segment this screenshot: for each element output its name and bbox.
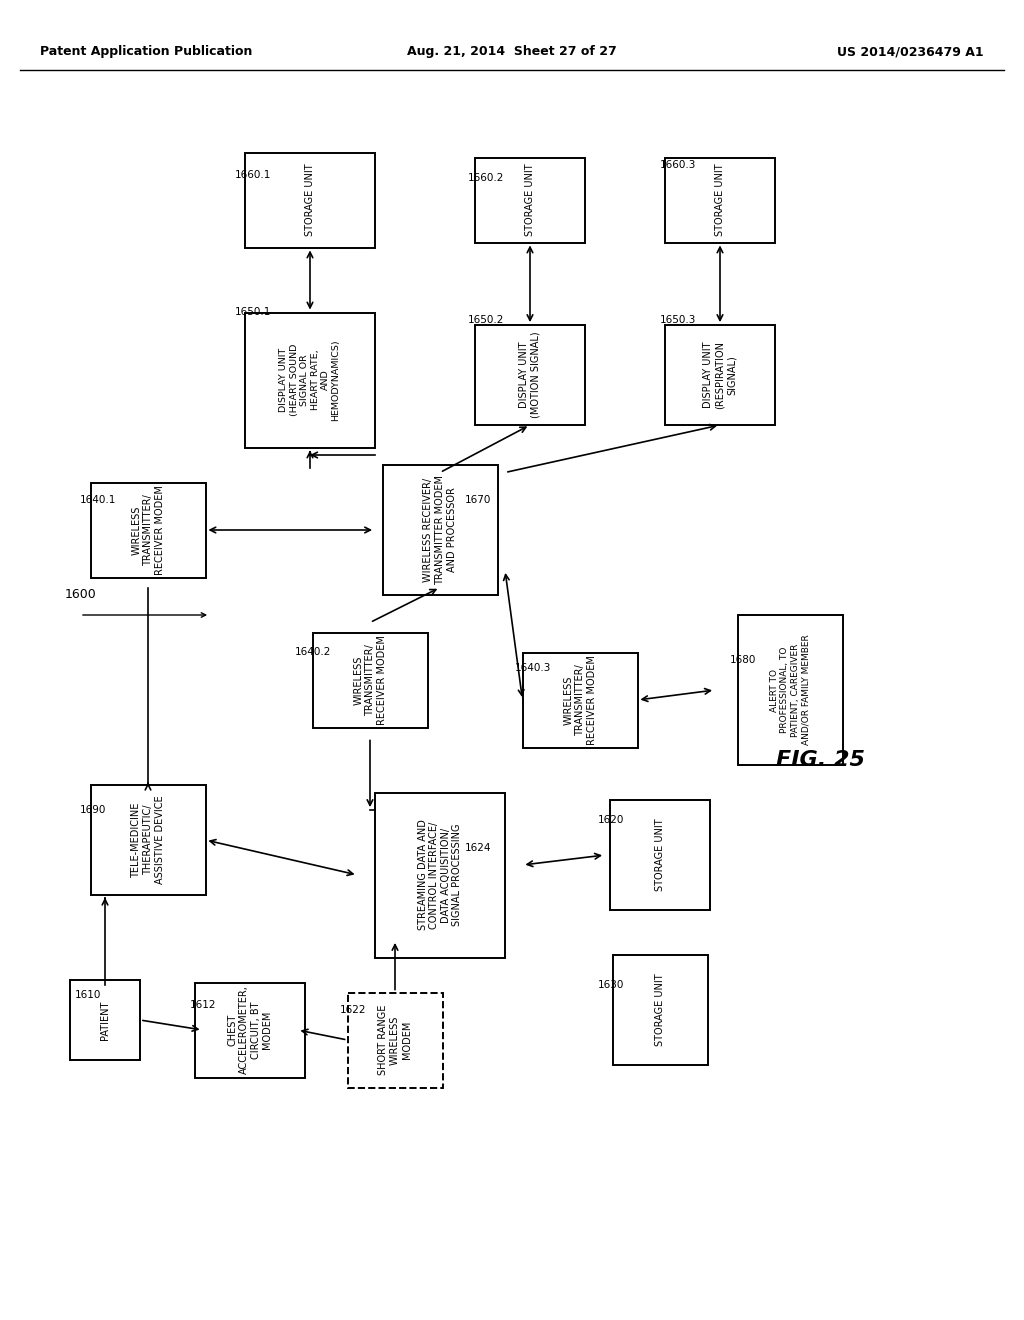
Text: 1622: 1622 [340, 1005, 367, 1015]
Text: 1640.3: 1640.3 [515, 663, 551, 673]
Text: 1650.2: 1650.2 [468, 315, 505, 325]
Text: WIRELESS
TRANSMITTER/
RECEIVER MODEM: WIRELESS TRANSMITTER/ RECEIVER MODEM [131, 484, 165, 576]
Text: 1640.1: 1640.1 [80, 495, 117, 506]
Text: ALERT TO
PROFESSIONAL, TO
PATIENT, CAREGIVER
AND/OR FAMILY MEMBER: ALERT TO PROFESSIONAL, TO PATIENT, CAREG… [770, 635, 810, 746]
Bar [195, 982, 305, 1077]
Bar [665, 325, 775, 425]
Bar [610, 800, 710, 909]
Text: 1670: 1670 [465, 495, 492, 506]
Text: US 2014/0236479 A1: US 2014/0236479 A1 [838, 45, 984, 58]
Text: STORAGE UNIT: STORAGE UNIT [715, 164, 725, 236]
Bar [245, 313, 375, 447]
Bar [347, 993, 442, 1088]
Text: 1620: 1620 [598, 814, 625, 825]
Text: CHEST
ACCELEROMETER,
CIRCUIT, BT
MODEM: CHEST ACCELEROMETER, CIRCUIT, BT MODEM [227, 986, 272, 1074]
Text: 1660.2: 1660.2 [468, 173, 505, 183]
Text: DISPLAY UNIT
(MOTION SIGNAL): DISPLAY UNIT (MOTION SIGNAL) [519, 331, 541, 418]
Text: 1650.3: 1650.3 [660, 315, 696, 325]
Text: 1630: 1630 [598, 979, 625, 990]
Text: STREAMING DATA AND
CONTROL INTERFACE/
DATA ACQUISITION/
SIGNAL PROCESSING: STREAMING DATA AND CONTROL INTERFACE/ DA… [418, 820, 463, 931]
Text: 1600: 1600 [65, 589, 96, 602]
Text: DISPLAY UNIT
(RESPIRATION
SIGNAL): DISPLAY UNIT (RESPIRATION SIGNAL) [703, 341, 736, 409]
Text: 1660.3: 1660.3 [660, 160, 696, 170]
Text: WIRELESS RECEIVER/
TRANSMITTER MODEM
AND PROCESSOR: WIRELESS RECEIVER/ TRANSMITTER MODEM AND… [423, 475, 457, 585]
Text: 1612: 1612 [190, 1001, 216, 1010]
Text: WIRELESS
TRANSMITTER/
RECEIVER MODEM: WIRELESS TRANSMITTER/ RECEIVER MODEM [563, 655, 597, 744]
Text: Aug. 21, 2014  Sheet 27 of 27: Aug. 21, 2014 Sheet 27 of 27 [408, 45, 616, 58]
Bar [90, 785, 206, 895]
Text: 1650.1: 1650.1 [234, 308, 271, 317]
Text: 1680: 1680 [730, 655, 757, 665]
Text: DISPLAY UNIT
(HEART SOUND
SIGNAL OR
HEART RATE,
AND
HEMODYNAMICS): DISPLAY UNIT (HEART SOUND SIGNAL OR HEAR… [280, 339, 341, 421]
Text: 1640.2: 1640.2 [295, 647, 332, 657]
Bar [312, 632, 427, 727]
Bar [90, 483, 206, 578]
Text: STORAGE UNIT: STORAGE UNIT [525, 164, 535, 236]
Text: PATIENT: PATIENT [100, 1001, 110, 1040]
Text: Patent Application Publication: Patent Application Publication [40, 45, 252, 58]
Text: STORAGE UNIT: STORAGE UNIT [655, 818, 665, 891]
Bar [375, 792, 505, 957]
Text: 1624: 1624 [465, 843, 492, 853]
Text: STORAGE UNIT: STORAGE UNIT [305, 164, 315, 236]
Bar [245, 153, 375, 248]
Bar [70, 979, 140, 1060]
Bar [522, 652, 638, 747]
Text: TELE-MEDICINE
THERAPEUTIC/
ASSISTIVE DEVICE: TELE-MEDICINE THERAPEUTIC/ ASSISTIVE DEV… [131, 796, 165, 884]
Text: SHORT RANGE
WIRELESS
MODEM: SHORT RANGE WIRELESS MODEM [379, 1005, 412, 1076]
Text: WIRELESS
TRANSMITTER/
RECEIVER MODEM: WIRELESS TRANSMITTER/ RECEIVER MODEM [353, 635, 387, 725]
Bar [737, 615, 843, 766]
Bar [612, 954, 708, 1065]
Bar [383, 465, 498, 595]
Text: 1610: 1610 [75, 990, 101, 1001]
Bar [475, 157, 585, 243]
Text: STORAGE UNIT: STORAGE UNIT [655, 974, 665, 1047]
Bar [475, 325, 585, 425]
Text: 1690: 1690 [80, 805, 106, 814]
Text: FIG. 25: FIG. 25 [775, 750, 864, 770]
Text: 1660.1: 1660.1 [234, 170, 271, 180]
Bar [665, 157, 775, 243]
